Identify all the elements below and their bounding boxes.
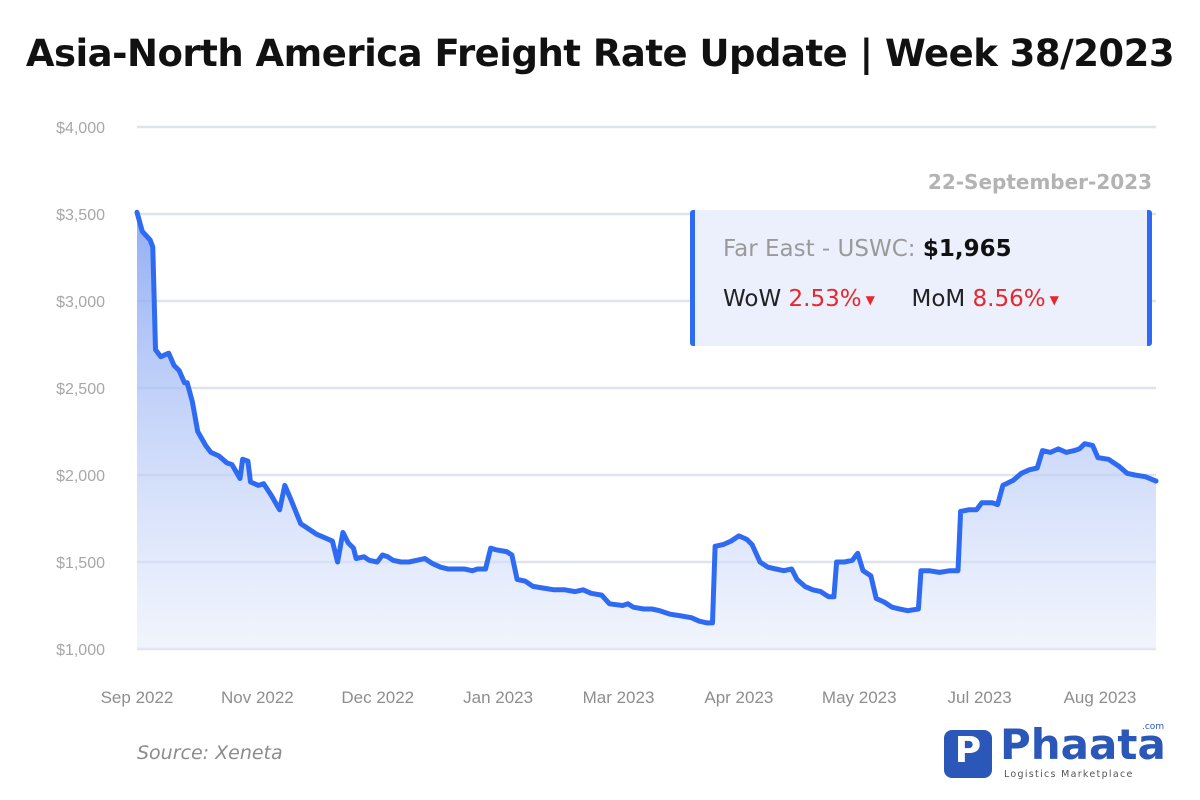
x-tick-label: Sep 2022: [101, 688, 174, 707]
wow-label: WoW: [723, 286, 782, 312]
rate-line-summary: Far East - USWC: $1,965: [723, 236, 1012, 262]
mom-label: MoM: [911, 286, 966, 312]
rate-area-fill: [137, 212, 1156, 650]
y-axis-ticks: $1,000 $1,500 $2,000 $2,500 $3,000 $3,500 $4,0…: [56, 120, 105, 659]
rate-info-box: Far East - USWC: $1,965 WoW 2.53% ▼ MoM 8…: [690, 210, 1152, 346]
mom-value: 8.56%: [972, 286, 1046, 312]
y-tick-label: $3,000: [56, 294, 105, 311]
route-label: Far East - USWC:: [723, 236, 916, 262]
x-tick-label: Nov 2022: [221, 688, 294, 707]
x-tick-label: Aug 2023: [1064, 688, 1137, 707]
y-tick-label: $3,500: [56, 207, 105, 224]
y-tick-label: $1,500: [56, 555, 105, 572]
rate-change-summary: WoW 2.53% ▼ MoM 8.56% ▼: [723, 286, 1059, 312]
logo-com: .com: [1142, 722, 1165, 732]
rate-line: [134, 209, 1159, 626]
x-tick-label: Apr 2023: [704, 688, 773, 707]
x-tick-label: Jan 2023: [463, 688, 533, 707]
x-tick-label: May 2023: [822, 688, 897, 707]
logo-wordmark: Phaata: [1000, 720, 1166, 769]
x-axis-ticks: Sep 2022 Nov 2022 Dec 2022 Jan 2023 Mar 2023…: [101, 688, 1137, 707]
y-tick-label: $2,000: [56, 468, 105, 485]
down-arrow-icon: ▼: [1049, 292, 1059, 307]
logo-mark-letter: P: [954, 730, 982, 771]
source-note: Source: Xeneta: [137, 742, 283, 764]
x-tick-label: Jul 2023: [947, 688, 1011, 707]
x-tick-label: Dec 2022: [341, 688, 414, 707]
logo-mark-icon: [944, 730, 992, 778]
y-tick-label: $4,000: [56, 120, 105, 137]
tooltip-date: 22-September-2023: [927, 170, 1152, 194]
y-tick-label: $2,500: [56, 381, 105, 398]
y-tick-label: $1,000: [56, 642, 105, 659]
phaata-logo: P Phaata .com Logistics Marketplace: [944, 720, 1168, 782]
x-tick-label: Mar 2023: [583, 688, 655, 707]
wow-value: 2.53%: [788, 286, 862, 312]
logo-tagline: Logistics Marketplace: [1004, 769, 1134, 780]
chart-title: Asia-North America Freight Rate Update |…: [25, 32, 1175, 75]
down-arrow-icon: ▼: [865, 292, 875, 307]
rate-value: $1,965: [922, 236, 1012, 262]
